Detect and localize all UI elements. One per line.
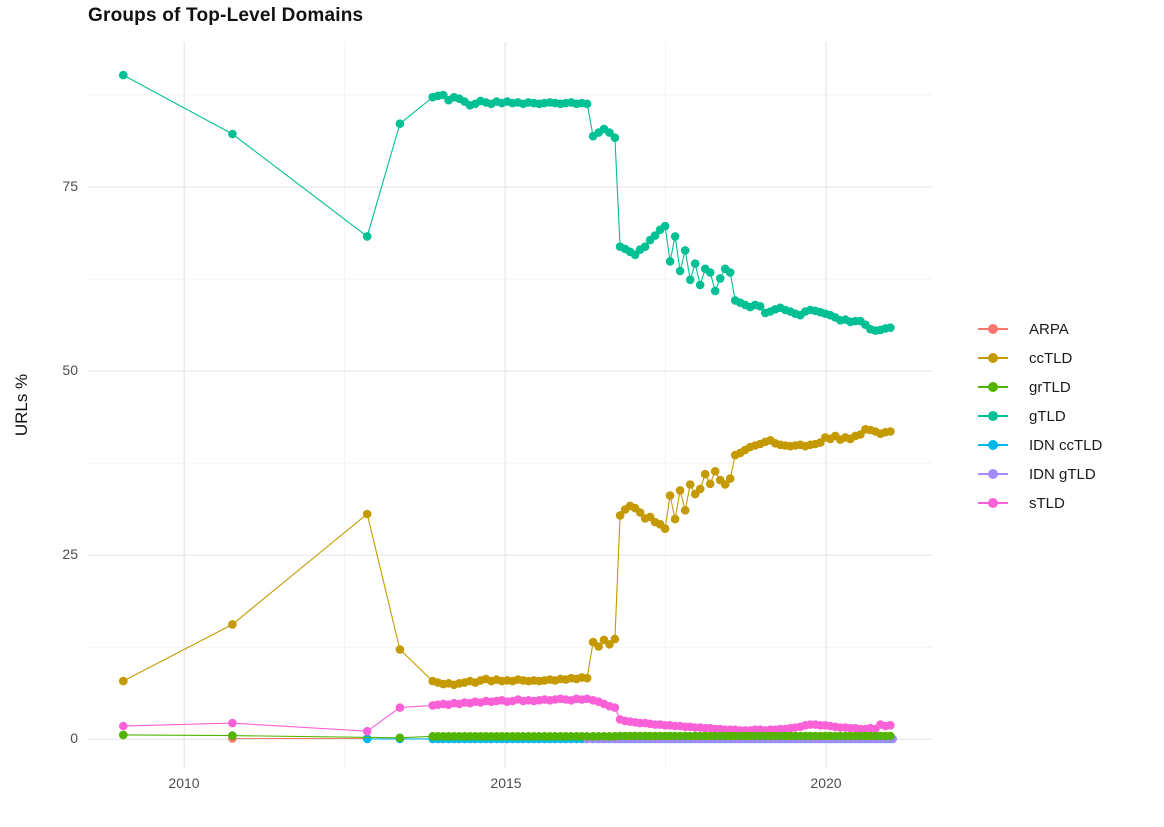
data-point xyxy=(119,70,128,80)
legend-key-icon xyxy=(978,436,1008,454)
legend-label: gTLD xyxy=(1029,407,1066,425)
data-point xyxy=(605,128,614,137)
data-point xyxy=(665,257,675,266)
data-point xyxy=(680,506,690,515)
legend: ARPA ccTLD grTLD gTLD IDN ccTLD IDN gTLD… xyxy=(978,320,1102,523)
data-point xyxy=(610,634,620,644)
legend-label: ARPA xyxy=(1029,320,1069,338)
data-point xyxy=(228,718,237,728)
data-point xyxy=(228,731,237,740)
data-point xyxy=(680,246,690,255)
legend-item-grtld: grTLD xyxy=(978,378,1102,396)
data-point xyxy=(670,232,680,241)
data-point xyxy=(886,323,895,333)
data-point xyxy=(660,524,670,533)
series-points-stld xyxy=(119,694,895,736)
data-point xyxy=(675,486,685,495)
y-tick-50: 50 xyxy=(62,362,78,378)
legend-item-idn-gtld: IDN gTLD xyxy=(978,465,1102,483)
legend-key-icon xyxy=(978,407,1008,425)
data-point xyxy=(362,509,372,519)
data-point xyxy=(886,731,895,741)
legend-item-cctld: ccTLD xyxy=(978,349,1102,367)
data-point xyxy=(119,730,128,740)
data-point xyxy=(395,645,405,654)
series-line-gtld xyxy=(123,74,891,332)
y-tick-25: 25 xyxy=(62,546,78,562)
data-point xyxy=(715,274,725,283)
data-point xyxy=(675,266,685,276)
data-point xyxy=(582,732,592,741)
y-tick-75: 75 xyxy=(62,178,78,194)
data-point xyxy=(594,642,603,651)
data-point xyxy=(640,242,650,251)
data-point xyxy=(119,676,128,686)
data-point xyxy=(710,467,720,476)
x-tick-2020: 2020 xyxy=(810,775,842,791)
data-point xyxy=(650,231,660,240)
data-point xyxy=(660,221,670,231)
legend-label: IDN ccTLD xyxy=(1029,436,1103,454)
series-points-gtld xyxy=(119,70,895,335)
legend-item-stld: sTLD xyxy=(978,494,1102,512)
data-point xyxy=(695,484,705,494)
legend-item-arpa: ARPA xyxy=(978,320,1102,338)
data-point xyxy=(710,286,720,296)
legend-label: grTLD xyxy=(1029,378,1071,396)
legend-key-icon xyxy=(978,494,1008,512)
legend-label: sTLD xyxy=(1029,494,1065,512)
data-point xyxy=(395,119,405,128)
data-point xyxy=(610,133,620,142)
legend-key-icon xyxy=(978,465,1008,483)
data-point xyxy=(720,480,730,489)
legend-key-icon xyxy=(978,378,1008,396)
data-point xyxy=(695,280,705,290)
data-point xyxy=(610,703,620,712)
series-points-cctld xyxy=(119,425,895,690)
chart-title: Groups of Top-Level Domains xyxy=(88,5,364,26)
data-point xyxy=(228,620,237,629)
data-point xyxy=(635,508,645,517)
data-point xyxy=(362,734,372,744)
data-point xyxy=(886,721,895,730)
legend-item-gtld: gTLD xyxy=(978,407,1102,425)
data-point xyxy=(395,733,405,743)
data-point xyxy=(690,259,700,268)
data-point xyxy=(615,511,625,520)
data-point xyxy=(362,726,372,736)
data-point xyxy=(362,232,372,241)
data-point xyxy=(582,673,592,683)
data-point xyxy=(605,640,614,649)
x-tick-2010: 2010 xyxy=(168,775,200,791)
data-point xyxy=(755,302,765,311)
legend-key-icon xyxy=(978,320,1008,338)
data-point xyxy=(705,268,715,277)
data-point xyxy=(725,268,735,277)
data-point xyxy=(439,90,448,100)
data-point xyxy=(700,469,710,479)
series-line-cctld xyxy=(123,428,891,686)
data-point xyxy=(228,129,237,139)
data-point xyxy=(705,479,715,489)
data-point xyxy=(685,480,695,489)
data-point xyxy=(395,703,405,712)
legend-item-idn-cctld: IDN ccTLD xyxy=(978,436,1102,454)
data-point xyxy=(886,427,895,436)
data-point xyxy=(670,514,680,524)
data-point xyxy=(725,474,735,483)
data-point xyxy=(582,99,592,109)
y-tick-0: 0 xyxy=(70,730,78,746)
data-point xyxy=(665,491,675,500)
data-point xyxy=(685,275,695,285)
series-points-grtld xyxy=(119,730,895,743)
x-tick-2015: 2015 xyxy=(490,775,522,791)
data-point xyxy=(119,721,128,731)
legend-label: ccTLD xyxy=(1029,349,1073,367)
legend-label: IDN gTLD xyxy=(1029,465,1096,483)
legend-key-icon xyxy=(978,349,1008,367)
